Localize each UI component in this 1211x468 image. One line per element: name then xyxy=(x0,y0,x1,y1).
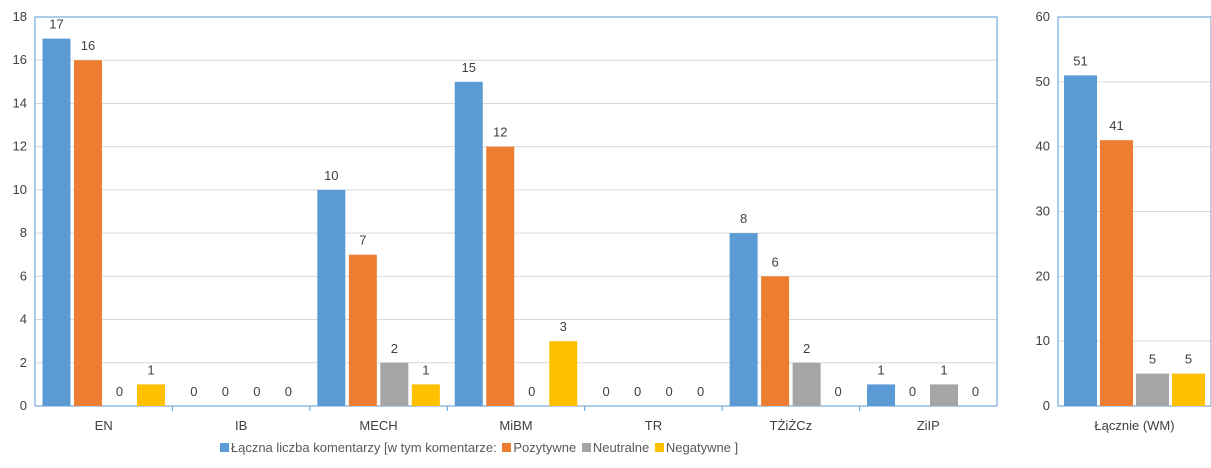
data-label-negative: 0 xyxy=(697,384,704,399)
y-tick-label: 30 xyxy=(1036,204,1050,219)
legend-item-total: Łączna liczba komentarzy [w tym komentar… xyxy=(219,440,497,455)
data-label-positive: 0 xyxy=(909,384,916,399)
y-tick-label: 50 xyxy=(1036,74,1050,89)
data-label-total: 8 xyxy=(740,211,747,226)
x-tick-label: MiBM xyxy=(499,418,532,433)
legend-swatch-positive xyxy=(502,443,512,453)
data-label-positive: 7 xyxy=(359,233,366,248)
data-label-positive: 12 xyxy=(493,125,507,140)
bar-positive xyxy=(486,146,515,406)
data-label-neutral: 0 xyxy=(666,384,673,399)
x-tick-label: TR xyxy=(645,418,662,433)
legend-swatch-neutral xyxy=(581,443,591,453)
legend-label-neutral: Neutralne xyxy=(592,440,650,455)
bar-neutral xyxy=(1136,373,1169,406)
bar-total xyxy=(729,233,758,406)
data-label-neutral: 0 xyxy=(116,384,123,399)
y-tick-label: 60 xyxy=(1036,9,1050,24)
data-label-negative: 0 xyxy=(285,384,292,399)
legend-swatch-negative xyxy=(654,443,664,453)
y-tick-label: 18 xyxy=(13,9,27,24)
data-label-total: 15 xyxy=(462,60,476,75)
bar-negative xyxy=(549,341,578,406)
data-label-negative: 0 xyxy=(834,384,841,399)
data-label-neutral: 0 xyxy=(528,384,535,399)
y-tick-label: 10 xyxy=(1036,333,1050,348)
bar-positive xyxy=(348,254,377,406)
y-tick-label: 8 xyxy=(20,225,27,240)
bar-positive xyxy=(1100,140,1133,406)
y-tick-label: 10 xyxy=(13,182,27,197)
data-label-total: 0 xyxy=(190,384,197,399)
y-tick-label: 2 xyxy=(20,355,27,370)
bar-neutral xyxy=(380,362,409,406)
bar-positive xyxy=(761,276,790,406)
data-label-negative: 3 xyxy=(560,319,567,334)
plot-frame xyxy=(34,16,998,407)
bar-neutral xyxy=(792,362,821,406)
bar-positive xyxy=(73,60,102,406)
bar-total xyxy=(867,384,896,406)
y-tick-label: 16 xyxy=(13,52,27,67)
data-label-negative: 1 xyxy=(147,362,154,377)
data-label-total: 17 xyxy=(49,17,63,32)
legend-swatch-total xyxy=(219,443,229,453)
x-tick-label: EN xyxy=(95,418,113,433)
y-tick-label: 6 xyxy=(20,268,27,283)
y-tick-label: 0 xyxy=(20,398,27,413)
bar-negative xyxy=(411,384,440,406)
data-label-negative: 0 xyxy=(972,384,979,399)
data-label-negative: 1 xyxy=(422,362,429,377)
bar-total xyxy=(454,81,483,406)
legend-label-total: Łączna liczba komentarzy [w tym komentar… xyxy=(230,440,497,455)
y-tick-label: 4 xyxy=(20,312,27,327)
legend-item-negative: Negatywne ] xyxy=(654,440,739,455)
y-tick-label: 0 xyxy=(1043,398,1050,413)
x-tick-label: TŻiŻCz xyxy=(770,418,813,433)
data-label-neutral: 0 xyxy=(253,384,260,399)
bar-neutral xyxy=(930,384,959,406)
bar-total xyxy=(317,189,346,406)
data-label-negative: 5 xyxy=(1185,352,1192,367)
data-label-positive: 41 xyxy=(1109,118,1123,133)
bar-total xyxy=(1064,75,1097,406)
legend: Łączna liczba komentarzy [w tym komentar… xyxy=(0,440,960,455)
x-tick-label: ZiIP xyxy=(917,418,940,433)
data-label-positive: 6 xyxy=(771,254,778,269)
x-tick-label: MECH xyxy=(359,418,397,433)
y-tick-label: 14 xyxy=(13,95,27,110)
data-label-neutral: 2 xyxy=(391,341,398,356)
data-label-positive: 16 xyxy=(81,38,95,53)
x-tick-label: Łącznie (WM) xyxy=(1094,418,1174,433)
legend-item-positive: Pozytywne xyxy=(502,440,576,455)
legend-label-positive: Pozytywne xyxy=(513,440,577,455)
data-label-neutral: 2 xyxy=(803,341,810,356)
data-label-total: 51 xyxy=(1073,53,1087,68)
y-tick-label: 40 xyxy=(1036,139,1050,154)
data-label-neutral: 5 xyxy=(1149,352,1156,367)
y-tick-label: 12 xyxy=(13,139,27,154)
data-label-total: 1 xyxy=(877,362,884,377)
data-label-positive: 0 xyxy=(634,384,641,399)
bar-negative xyxy=(136,384,165,406)
legend-label-negative: Negatywne ] xyxy=(665,440,739,455)
bar-total xyxy=(42,38,71,406)
data-label-total: 10 xyxy=(324,168,338,183)
y-tick-label: 20 xyxy=(1036,268,1050,283)
x-tick-label: IB xyxy=(235,418,247,433)
data-label-total: 0 xyxy=(603,384,610,399)
bar-negative xyxy=(1172,373,1205,406)
legend-item-neutral: Neutralne xyxy=(581,440,650,455)
data-label-neutral: 1 xyxy=(940,362,947,377)
data-label-positive: 0 xyxy=(222,384,229,399)
